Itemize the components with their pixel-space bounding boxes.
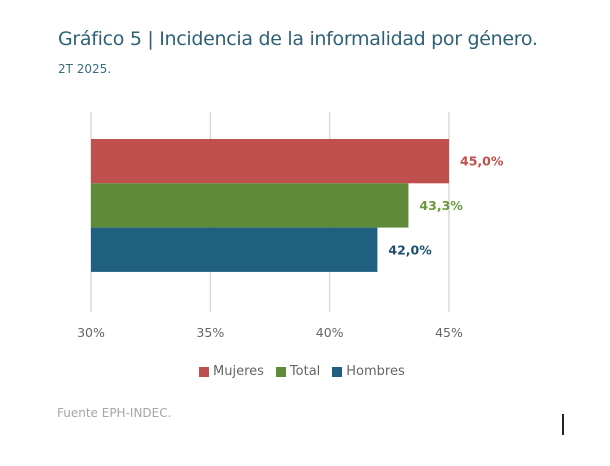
legend-swatch (332, 366, 343, 377)
legend-item-mujeres: Mujeres (199, 364, 264, 379)
x-tick-label: 35% (196, 325, 224, 340)
legend-label: Total (289, 364, 321, 379)
source-note: Fuente EPH-INDEC. (57, 406, 172, 420)
x-tick-label: 45% (435, 325, 463, 340)
data-label-mujeres: 45,0% (460, 154, 504, 169)
bar-mujeres (91, 139, 449, 184)
x-tick-label: 30% (77, 325, 105, 340)
data-label-hombres: 42,0% (388, 242, 432, 257)
chart-title: Gráfico 5 | Incidencia de la informalida… (58, 28, 538, 50)
data-label-total: 43,3% (419, 198, 463, 213)
legend: Mujeres Total Hombres (199, 364, 417, 379)
x-tick-label: 40% (316, 325, 344, 340)
bars (91, 139, 449, 272)
bar-hombres (91, 227, 378, 272)
legend-label: Mujeres (213, 364, 264, 379)
legend-swatch (275, 366, 286, 377)
data-labels: 45,0% 43,3% 42,0% (388, 154, 503, 258)
text-cursor (562, 414, 564, 435)
legend-item-total: Total (275, 364, 321, 379)
bar-total (91, 183, 409, 228)
legend-item-hombres: Hombres (332, 364, 405, 379)
legend-swatch (199, 366, 209, 377)
x-axis-ticks: 30% 35% 40% 45% (77, 325, 463, 340)
legend-label: Hombres (346, 364, 405, 379)
chart-subtitle: 2T 2025. (58, 62, 112, 76)
